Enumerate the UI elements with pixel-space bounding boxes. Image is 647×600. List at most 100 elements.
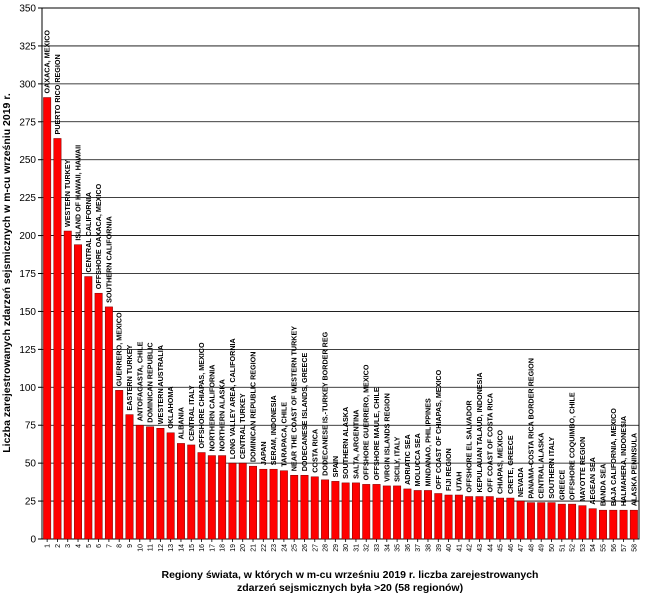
x-tick-label: 31 — [353, 544, 360, 552]
x-tick-label: 2 — [55, 544, 62, 548]
x-tick-label: 17 — [209, 544, 216, 552]
bar-label: VIRGIN ISLANDS REGION — [382, 393, 391, 482]
bar-label: WESTERN TURKEY — [63, 159, 72, 227]
x-tick-label: 58 — [631, 544, 638, 552]
bar-label: CENTRAL CALIFORNIA — [84, 192, 93, 273]
bar-label: NORTHERN CALIFORNIA — [207, 365, 216, 452]
bar — [187, 444, 196, 540]
x-tick-label: 56 — [611, 544, 618, 552]
bar-label: JAPAN — [259, 441, 268, 465]
bar — [53, 138, 62, 540]
bar-label: OFFSHORE OAXACA, MEXICO — [94, 183, 103, 289]
y-tick-label: 150 — [19, 307, 36, 318]
bar-label: EASTERN TURKEY — [125, 344, 134, 410]
bar-label: MAYOTTE REGION — [578, 437, 587, 502]
bar — [506, 497, 515, 540]
bar-label: CRETE, GREECE — [506, 435, 515, 494]
x-tick-label: 9 — [127, 544, 134, 548]
bar — [115, 390, 124, 540]
bar — [434, 493, 443, 540]
bar — [321, 479, 330, 540]
x-tick-label: 21 — [251, 544, 258, 552]
x-tick-label: 15 — [189, 544, 196, 552]
bar — [537, 502, 546, 540]
y-tick-label: 250 — [19, 155, 36, 166]
bar — [259, 468, 268, 540]
bar — [197, 452, 206, 540]
bar — [269, 468, 278, 540]
x-tick-label: 32 — [364, 544, 371, 552]
bar — [424, 490, 432, 540]
bar-label: CENTRAL ALASKA — [537, 433, 546, 499]
bar-label: SOUTHERN ITALY — [547, 436, 556, 498]
bar — [578, 505, 587, 540]
bar-label: PANAMA-COSTA RICA BORDER REGION — [526, 358, 535, 499]
x-tick-label: 45 — [498, 544, 505, 552]
x-tick-label: 34 — [384, 544, 391, 552]
y-axis-ticks: 0 25 50 75 100 125 150 175 200 225 250 275 300 325 350 — [19, 4, 42, 546]
bar-label: DODECANESE IS.-TURKEY BORDER REG — [321, 331, 330, 475]
x-tick-label: 29 — [333, 544, 340, 552]
bar-label: AEGEAN SEA — [588, 457, 597, 505]
bar — [403, 488, 412, 540]
bar — [485, 496, 494, 540]
bar-label: UTAH — [454, 472, 463, 491]
bar — [351, 482, 360, 540]
x-tick-label: 52 — [570, 544, 577, 552]
bar — [290, 475, 299, 540]
x-tick-label: 43 — [477, 544, 484, 552]
bar-label: OKLAHOMA — [166, 386, 175, 428]
x-tick-label: 50 — [549, 544, 556, 552]
x-tick-label: 25 — [292, 544, 299, 552]
bar — [63, 230, 72, 540]
bar — [238, 462, 247, 540]
bar-label: SICILY, ITALY — [393, 436, 402, 481]
bar — [547, 502, 556, 540]
bar — [104, 306, 113, 540]
y-tick-label: 275 — [19, 117, 36, 128]
bar-label: SALTA, ARGENTINA — [351, 410, 360, 479]
bar — [496, 497, 504, 540]
bar-label: GUERRERO, MEXICO — [115, 312, 124, 386]
y-tick-label: 25 — [25, 497, 37, 508]
bar — [629, 509, 638, 540]
bar — [454, 494, 463, 540]
y-tick-label: 325 — [19, 41, 36, 52]
bar-label: WESTERN AUSTRALIA — [156, 345, 165, 424]
x-tick-label: 38 — [425, 544, 432, 552]
bar — [465, 496, 474, 540]
bar — [444, 494, 453, 540]
bar-label: COSTA RICA — [310, 429, 319, 473]
bar-label: OFFSHORE EL SALVADOR — [465, 399, 474, 492]
y-tick-label: 300 — [19, 79, 36, 90]
bar — [310, 476, 319, 540]
x-tick-label: 44 — [487, 544, 494, 552]
x-tick-label: 46 — [508, 544, 515, 552]
bar-label: SOUTHERN ALASKA — [341, 407, 350, 479]
bar-label: OFFSHORE CHIAPAS, MEXICO — [197, 342, 206, 448]
x-tick-label: 1 — [45, 544, 52, 548]
bars — [43, 97, 638, 540]
bar-label: OFFSHORE COQUIMBO, CHILE — [568, 392, 577, 500]
x-tick-label: 22 — [261, 544, 268, 552]
x-tick-label: 42 — [467, 544, 474, 552]
bar-label: DODECANESE ISLANDS, GREECE — [300, 352, 309, 471]
bar-label: GREECE — [557, 470, 566, 501]
bar-label: MOLUCCA SEA — [413, 433, 422, 486]
bar-labels: OAXACA, MEXICO PUERTO RICO REGION WESTERN … — [43, 30, 639, 507]
bar — [166, 432, 175, 540]
bar — [43, 97, 52, 540]
bar-label: BAJA CALIFORNIA, MEXICO — [609, 408, 618, 506]
bar — [568, 503, 577, 540]
bar-label: FIJI REGION — [444, 448, 453, 491]
x-tick-label: 26 — [302, 544, 309, 552]
bar — [516, 500, 525, 540]
bar-label: NEAR THE COAST OF WESTERN TURKEY — [290, 326, 299, 472]
x-tick-label: 47 — [518, 544, 525, 552]
x-tick-label: 7 — [106, 544, 113, 548]
y-tick-label: 50 — [25, 459, 37, 470]
bar-label: ISLAND OF HAWAII, HAWAII — [74, 145, 83, 241]
bar — [609, 509, 618, 540]
y-axis-title: Liczba zarejestrowanych zdarzeń sejsmicz… — [1, 93, 13, 453]
x-tick-label: 54 — [590, 544, 597, 552]
